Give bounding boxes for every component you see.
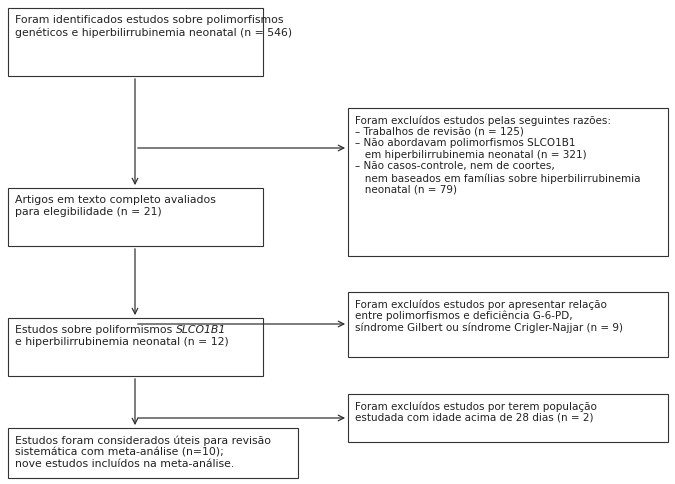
Bar <box>348 292 668 357</box>
Text: – Não abordavam polimorfismos SLCO1B1: – Não abordavam polimorfismos SLCO1B1 <box>355 138 576 148</box>
Text: para elegibilidade (n = 21): para elegibilidade (n = 21) <box>15 207 162 217</box>
Text: nove estudos incluídos na meta-análise.: nove estudos incluídos na meta-análise. <box>15 459 234 469</box>
Bar <box>348 108 668 256</box>
Bar <box>348 394 668 442</box>
Text: síndrome Gilbert ou síndrome Crigler-Najjar (n = 9): síndrome Gilbert ou síndrome Crigler-Naj… <box>355 322 623 333</box>
Text: genéticos e hiperbilirrubinemia neonatal (n = 546): genéticos e hiperbilirrubinemia neonatal… <box>15 27 292 38</box>
Text: nem baseados em famílias sobre hiperbilirrubinemia: nem baseados em famílias sobre hiperbili… <box>355 173 641 183</box>
Text: Foram identificados estudos sobre polimorfismos: Foram identificados estudos sobre polimo… <box>15 15 284 25</box>
Text: Estudos sobre poliformismos: Estudos sobre poliformismos <box>15 325 176 335</box>
Text: Foram excluídos estudos pelas seguintes razões:: Foram excluídos estudos pelas seguintes … <box>355 115 611 125</box>
Text: e hiperbilirrubinemia neonatal (n = 12): e hiperbilirrubinemia neonatal (n = 12) <box>15 337 229 347</box>
Bar <box>8 318 263 376</box>
Text: Foram excluídos estudos por apresentar relação: Foram excluídos estudos por apresentar r… <box>355 299 607 309</box>
Text: – Não casos-controle, nem de coortes,: – Não casos-controle, nem de coortes, <box>355 162 555 171</box>
Bar <box>8 188 263 246</box>
Text: Artigos em texto completo avaliados: Artigos em texto completo avaliados <box>15 195 216 205</box>
Bar <box>8 428 298 478</box>
Text: entre polimorfismos e deficiência G-6-PD,: entre polimorfismos e deficiência G-6-PD… <box>355 311 572 321</box>
Text: em hiperbilirrubinemia neonatal (n = 321): em hiperbilirrubinemia neonatal (n = 321… <box>355 150 587 160</box>
Text: sistemática com meta-análise (n=10);: sistemática com meta-análise (n=10); <box>15 447 223 457</box>
Text: Estudos foram considerados úteis para revisão: Estudos foram considerados úteis para re… <box>15 435 271 445</box>
Text: Foram excluídos estudos por terem população: Foram excluídos estudos por terem popula… <box>355 401 597 411</box>
Text: estudada com idade acima de 28 dias (n = 2): estudada com idade acima de 28 dias (n =… <box>355 413 593 423</box>
Text: SLCO1B1: SLCO1B1 <box>176 325 226 335</box>
Text: neonatal (n = 79): neonatal (n = 79) <box>355 185 457 195</box>
Text: – Trabalhos de revisão (n = 125): – Trabalhos de revisão (n = 125) <box>355 127 524 136</box>
Bar <box>8 8 263 76</box>
